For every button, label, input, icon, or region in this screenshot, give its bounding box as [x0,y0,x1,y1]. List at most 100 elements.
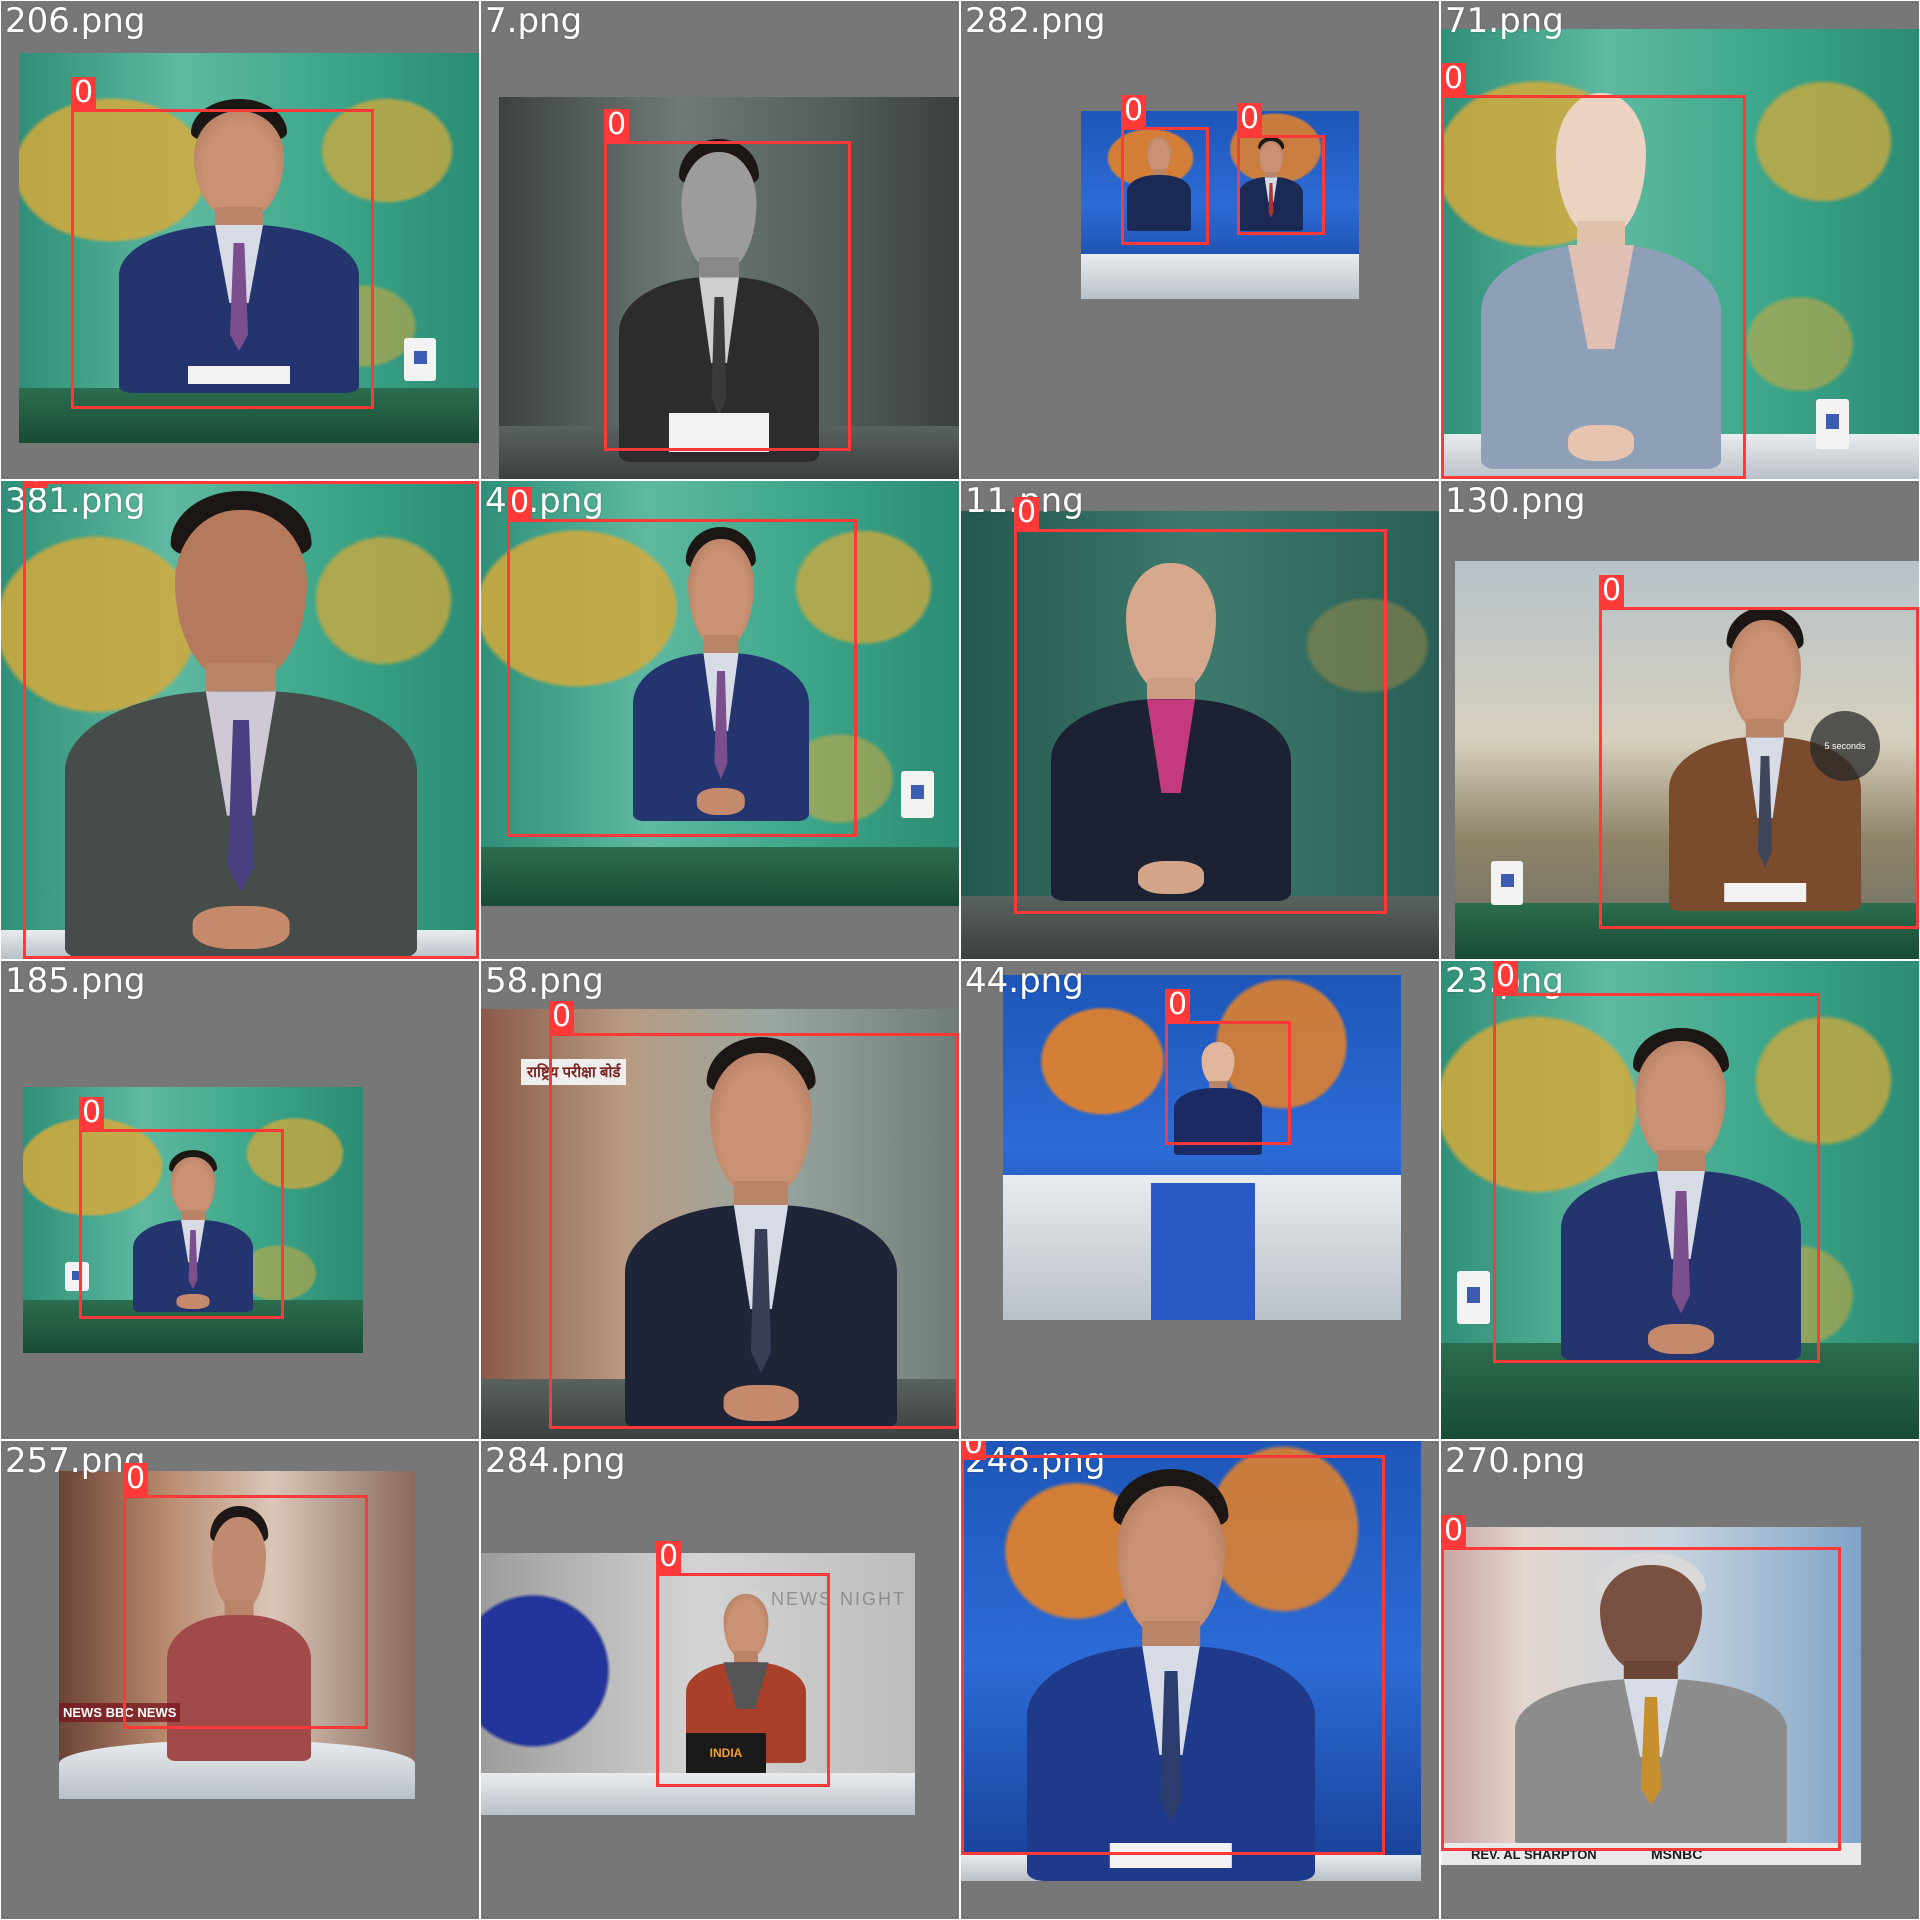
bounding-box: 0 [71,77,374,409]
desk [481,1773,915,1815]
tile-23: 23.png 0 [1441,961,1919,1439]
bounding-box: 0 [1121,95,1209,245]
bounding-box: 0 [656,1541,830,1787]
tile-image [1441,29,1919,479]
bounding-box: 0 [1599,575,1919,929]
desk-panel [1151,1183,1255,1320]
presenter-right [1231,135,1311,231]
class-tag: 0 [23,481,49,488]
tile-image: 5 seconds [1455,561,1919,959]
desk [1081,253,1359,299]
tile-label: 71.png [1445,1,1564,41]
tile-image [19,53,479,443]
tile-label: 284.png [485,1441,626,1481]
class-tag: 0 [961,1441,987,1460]
tile-image: NEWS NIGHT INDIA [481,1553,915,1815]
desk [1455,903,1919,959]
tile-185: 185.png 0 [1,961,479,1439]
tile-image: NEWS BBC NEWS [59,1471,415,1799]
tile-image [1,481,479,959]
class-tag: 0 [604,109,630,141]
bounding-box: 0 [604,109,851,451]
tile-label: 270.png [1445,1441,1586,1481]
presenter [1451,69,1751,469]
class-tag: 0 [549,1001,575,1033]
tile-11: 11.png 0 [961,481,1439,959]
tile-248: 248.png 0 [961,1441,1439,1919]
class-tag: 0 [1237,103,1263,135]
presenter [1021,541,1321,901]
presenter [591,1029,931,1429]
news-ticker: NEWS BBC NEWS [59,1703,181,1722]
bounding-box: 0 [961,1441,1385,1855]
tile-image [1441,961,1919,1439]
class-tag: 0 [79,1097,105,1129]
tile-label: 257.png [5,1441,146,1481]
bounding-box: 0 [79,1097,284,1319]
tile-71: 71.png 0 [1441,1,1919,479]
desk [481,846,959,906]
presenter [149,1501,329,1761]
tile-label: 282.png [965,1,1106,41]
mug [404,338,437,381]
bounding-box: 0 [123,1463,368,1729]
tile-image: REV. AL SHARPTON MSNBC [1441,1527,1861,1865]
bounding-box: 0 [23,481,479,959]
presenter [611,521,831,821]
presenter [1531,1021,1831,1361]
tile-label: 185.png [5,961,146,1001]
tile-40: 40.png 0 [481,481,959,959]
bounding-box: 0 [1165,989,1291,1145]
presenter [991,1461,1351,1881]
class-tag: 0 [1441,1515,1467,1547]
tile-image [499,97,959,479]
mug [1816,399,1850,449]
tile-image: राष्ट्रिय परीक्षा बोर्ड [481,1009,959,1439]
class-tag: 0 [507,487,533,519]
class-tag: 0 [656,1541,682,1573]
mug [65,1262,89,1292]
presenter [594,132,844,462]
backdrop-text: NEWS NIGHT [771,1589,906,1609]
bounding-box: 0 [549,1001,959,1429]
mug [901,771,935,818]
bounding-box-2: 0 [1237,103,1325,235]
bounding-box: 0 [1441,63,1746,479]
presenter [21,481,461,959]
desk [19,388,479,443]
tile-label: 44.png [965,961,1084,1001]
class-tag: 0 [1165,989,1191,1021]
tile-257: NEWS BBC NEWS 257.png 0 [1,1441,479,1919]
tile-label: 40.png [485,481,604,521]
tile-label: 58.png [485,961,604,1001]
tile-label: 130.png [1445,481,1586,521]
class-tag: 0 [1493,961,1519,993]
tile-label: 248.png [965,1441,1106,1481]
tile-130: 5 seconds 130.png 0 [1441,481,1919,959]
tile-44: 44.png 0 [961,961,1439,1439]
mug [1491,861,1524,905]
presenter-left [1119,131,1199,231]
class-tag: 0 [1014,497,1040,529]
bounding-box: 0 [507,487,857,837]
bounding-box: 0 [1014,497,1387,914]
tile-206: 206.png 0 [1,1,479,479]
class-tag: 0 [1599,575,1625,607]
bounding-box: 0 [1441,1515,1841,1851]
tile-image [961,1441,1421,1881]
tile-58: राष्ट्रिय परीक्षा बोर्ड 58.png 0 [481,961,959,1439]
tile-381: 381.png 0 [1,481,479,959]
class-tag: 0 [1121,95,1147,127]
presenter [118,1147,268,1312]
class-tag: 0 [1441,63,1467,95]
tile-image [1081,111,1359,299]
tile-7: 7.png 0 [481,1,959,479]
tile-image [1003,975,1401,1320]
class-tag: 0 [123,1463,149,1495]
bounding-box: 0 [1493,961,1820,1363]
laptop: INDIA [686,1733,766,1773]
countdown-overlay: 5 seconds [1810,711,1880,781]
tile-284: NEWS NIGHT INDIA 284.png 0 [481,1441,959,1919]
tile-label: 381.png [5,481,146,521]
